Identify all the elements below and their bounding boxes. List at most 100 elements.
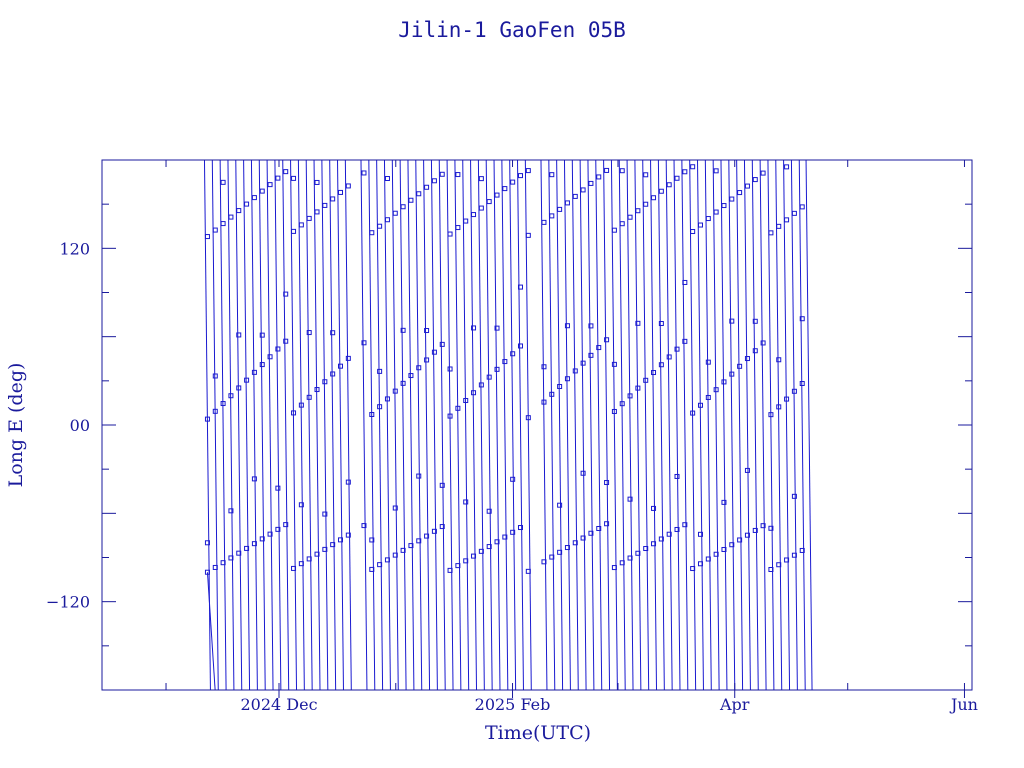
series-marker [635, 550, 641, 556]
series-line [430, 160, 438, 690]
series-marker [572, 193, 578, 199]
series-line [470, 160, 478, 690]
series-line [313, 160, 321, 690]
series-marker [737, 363, 743, 369]
series-marker [322, 202, 328, 208]
series-marker [384, 176, 390, 182]
series-marker [635, 385, 641, 391]
series-marker [478, 176, 484, 182]
series-marker [408, 543, 414, 549]
series-marker [651, 541, 657, 547]
series-marker [314, 179, 320, 185]
series-line [783, 160, 791, 690]
series-marker [283, 169, 289, 175]
series-marker [564, 376, 570, 382]
series-marker [306, 215, 312, 221]
series-marker [502, 186, 508, 192]
series-marker [784, 164, 790, 170]
series-line [266, 160, 274, 690]
series-marker [345, 479, 351, 485]
series-marker [298, 222, 304, 228]
series-marker [776, 357, 782, 363]
series-marker [212, 227, 218, 233]
series-marker [713, 168, 719, 174]
series-marker [471, 390, 477, 396]
series-marker [517, 343, 523, 349]
series-line [689, 160, 697, 690]
series-line [798, 160, 806, 690]
series-line [775, 160, 783, 690]
series-marker [463, 558, 469, 564]
series-marker [251, 369, 257, 375]
series-marker [627, 214, 633, 220]
series-marker [314, 387, 320, 393]
series-marker [306, 394, 312, 400]
series-line [790, 160, 798, 690]
series-line [650, 160, 658, 690]
series-marker [392, 210, 398, 216]
series-marker [431, 349, 437, 355]
series-marker [306, 330, 312, 336]
series-marker [541, 219, 547, 225]
series-marker [416, 473, 422, 479]
series-line [438, 160, 446, 690]
series-marker [627, 555, 633, 561]
series-marker [619, 560, 625, 566]
series-marker [549, 554, 555, 560]
series-marker [455, 563, 461, 569]
series-marker [713, 551, 719, 557]
series-marker [439, 524, 445, 530]
series-line [376, 160, 384, 690]
series-marker [439, 171, 445, 177]
series-line [524, 160, 532, 690]
series-marker [705, 359, 711, 365]
series-marker [220, 560, 226, 566]
series-marker [424, 357, 430, 363]
series-marker [690, 566, 696, 572]
series-line [603, 160, 611, 690]
x-tick-label: 2025 Feb [475, 695, 551, 714]
series-line [368, 160, 376, 690]
series-marker [283, 338, 289, 344]
x-tick-label: Apr [719, 695, 750, 714]
series-marker [361, 170, 367, 176]
series-line [548, 160, 556, 690]
series-marker [768, 230, 774, 236]
series-marker [267, 182, 273, 188]
series-marker [455, 405, 461, 411]
series-marker [690, 410, 696, 416]
series-line [704, 160, 712, 690]
series-marker [674, 473, 680, 479]
series-marker [674, 526, 680, 532]
series-marker [377, 562, 383, 568]
series-line [274, 160, 282, 690]
series-marker [611, 227, 617, 233]
series-marker [752, 177, 758, 183]
series-marker [690, 164, 696, 170]
series-marker [259, 332, 265, 338]
series-marker [784, 557, 790, 563]
series-marker [791, 210, 797, 216]
series-marker [588, 352, 594, 358]
series-marker [424, 184, 430, 190]
series-marker [619, 221, 625, 227]
series-marker [799, 380, 805, 386]
series-marker [314, 209, 320, 215]
series-marker [502, 534, 508, 540]
series-marker [392, 505, 398, 511]
series-line [540, 160, 548, 690]
series-marker [283, 291, 289, 297]
series-marker [275, 485, 281, 491]
series-marker [204, 416, 210, 422]
series-marker [744, 356, 750, 362]
series-marker [236, 208, 242, 214]
series-marker [291, 175, 297, 181]
series-marker [517, 284, 523, 290]
series-marker [643, 172, 649, 178]
series-marker [658, 321, 664, 327]
series-marker [596, 525, 602, 531]
series-marker [494, 539, 500, 545]
series-marker [627, 496, 633, 502]
series-marker [236, 550, 242, 556]
series-line [563, 160, 571, 690]
